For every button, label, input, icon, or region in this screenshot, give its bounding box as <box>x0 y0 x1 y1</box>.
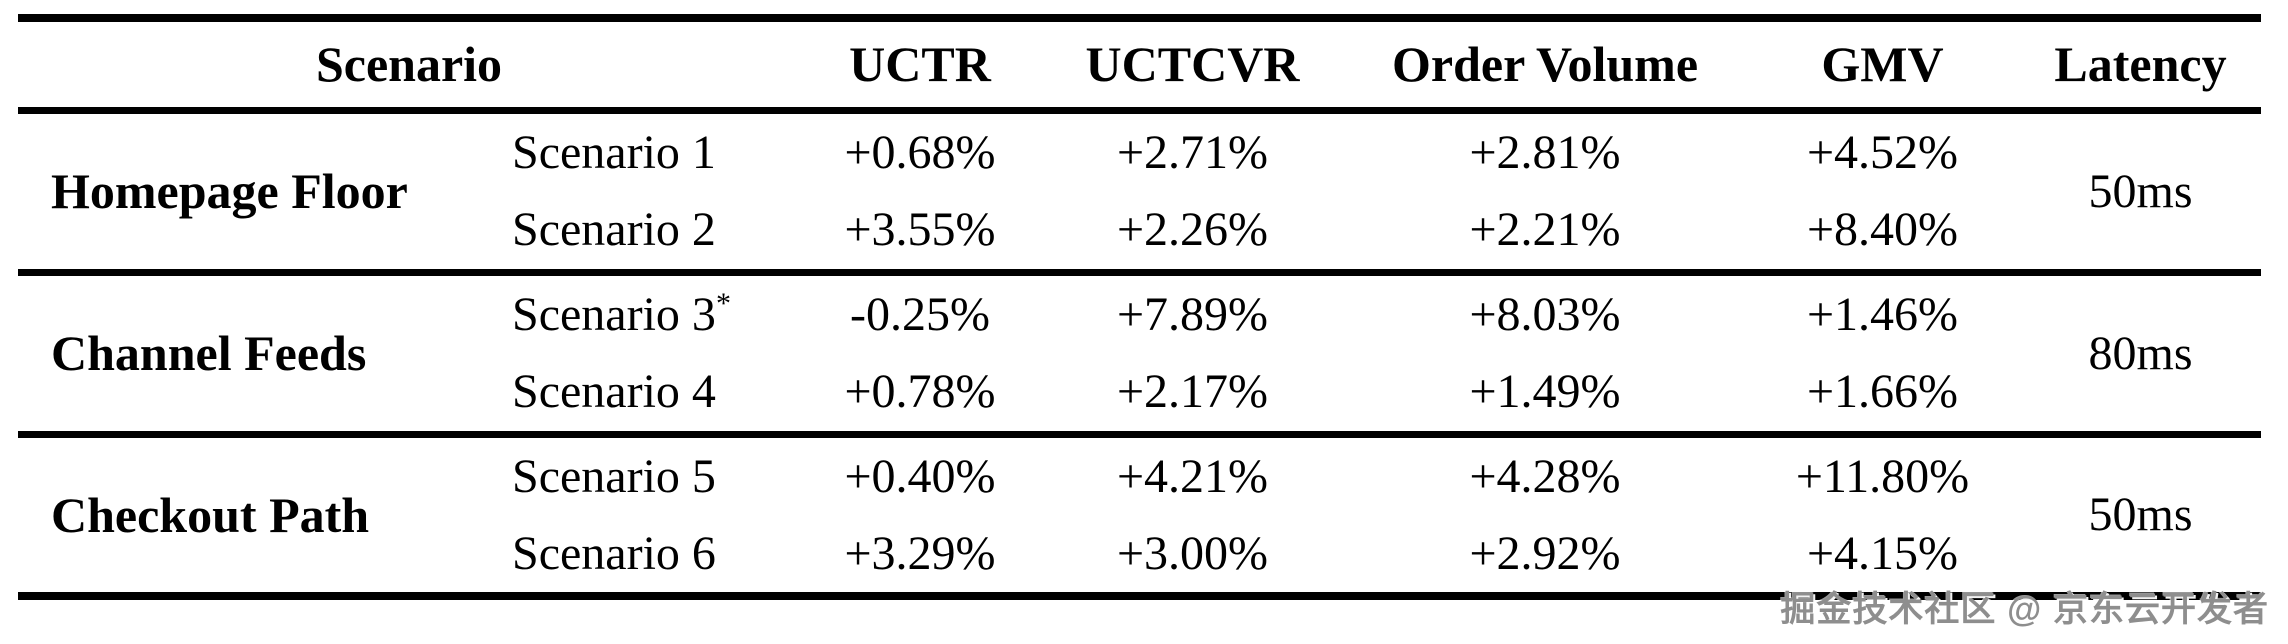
order-volume-value: +8.03% <box>1469 287 1621 341</box>
scenario-4-label: Scenario 4 <box>460 353 800 434</box>
header-latency: Latency <box>2054 36 2227 93</box>
table-row: Channel Feeds Scenario 3* -0.25% +7.89% … <box>18 272 2261 381</box>
table-row: Checkout Path Scenario 5 +0.40% +4.21% +… <box>18 434 2261 543</box>
order-volume-value: +2.92% <box>1469 527 1621 580</box>
uctcvr-value: +7.89% <box>1116 287 1269 341</box>
uctcvr-value: +4.21% <box>1116 449 1269 503</box>
table-row: Scenario 2 +3.55% +2.26% +2.21% +8.40% <box>18 191 2261 272</box>
table-row: Scenario 4 +0.78% +2.17% +1.49% +1.66% <box>18 353 2261 434</box>
scenario-name: Scenario 1 <box>512 125 716 179</box>
order-volume-value: +2.21% <box>1469 203 1621 257</box>
latency-value: 50ms <box>2088 488 2193 542</box>
table-header: Scenario UCTR UCTCVR Order Volume GMV La… <box>18 18 2261 110</box>
scenario-name: Scenario 6 <box>512 527 716 580</box>
header-scenario: Scenario <box>315 36 503 93</box>
scenario-5-label: Scenario 5 <box>460 434 800 515</box>
header-gmv: GMV <box>1821 36 1944 93</box>
gmv-value: +4.15% <box>1806 527 1959 580</box>
uctcvr-value: +2.17% <box>1116 365 1269 419</box>
paper-table-page: Scenario UCTR UCTCVR Order Volume GMV La… <box>0 14 2288 644</box>
order-volume-value: +2.81% <box>1469 125 1621 179</box>
table-row: Homepage Floor Scenario 1 +0.68% +2.71% … <box>18 110 2261 219</box>
header-uctr: UCTR <box>849 36 991 93</box>
uctcvr-value: +2.71% <box>1116 125 1269 179</box>
header-uctcvr: UCTCVR <box>1085 36 1300 93</box>
gmv-value: +4.52% <box>1806 125 1959 179</box>
group-label-homepage-floor: Homepage Floor <box>51 163 408 219</box>
uctcvr-value: +2.26% <box>1116 203 1269 257</box>
order-volume-value: +1.49% <box>1469 365 1621 419</box>
uctr-value: +0.68% <box>844 125 996 179</box>
scenario-footnote-marker: * <box>715 286 731 320</box>
uctr-value: +3.55% <box>844 203 996 257</box>
group-label-checkout-path: Checkout Path <box>51 486 370 543</box>
uctr-value: +0.40% <box>844 449 996 503</box>
scenario-2-label: Scenario 2 <box>460 191 800 272</box>
header-order-volume: Order Volume <box>1391 36 1699 93</box>
latency-value: 80ms <box>2088 326 2193 380</box>
group-label-channel-feeds: Channel Feeds <box>51 325 367 381</box>
table-row: Scenario 6 +3.29% +3.00% +2.92% +4.15% <box>18 515 2261 596</box>
scenario-name: Scenario 4 <box>512 365 716 419</box>
group-channel-feeds: Channel Feeds Scenario 3* -0.25% +7.89% … <box>18 272 2261 434</box>
scenario-name: Scenario 5 <box>512 449 716 503</box>
order-volume-value: +4.28% <box>1469 449 1621 503</box>
group-homepage-floor: Homepage Floor Scenario 1 +0.68% +2.71% … <box>18 110 2261 272</box>
uctr-value: +3.29% <box>844 527 996 580</box>
scenario-name: Scenario 2 <box>512 203 716 257</box>
watermark: 掘金技术社区 @ 京东云开发者 <box>1780 590 2269 629</box>
gmv-value: +1.46% <box>1806 287 1959 341</box>
scenario-name: Scenario 3 <box>512 287 716 341</box>
scenario-3-label: Scenario 3* <box>460 272 800 353</box>
scenario-6-label: Scenario 6 <box>460 515 800 596</box>
gmv-value: +1.66% <box>1806 365 1959 419</box>
header-row: Scenario UCTR UCTCVR Order Volume GMV La… <box>18 18 2261 110</box>
uctr-value: +0.78% <box>844 365 996 419</box>
gmv-value: +8.40% <box>1806 203 1959 257</box>
uctcvr-value: +3.00% <box>1116 527 1269 580</box>
group-checkout-path: Checkout Path Scenario 5 +0.40% +4.21% +… <box>18 434 2261 596</box>
uctr-value: -0.25% <box>850 287 990 341</box>
gmv-value: +11.80% <box>1795 449 1970 503</box>
scenario-1-label: Scenario 1 <box>460 110 800 191</box>
ab-test-results-table: Scenario UCTR UCTCVR Order Volume GMV La… <box>18 14 2261 600</box>
latency-value: 50ms <box>2088 164 2193 218</box>
